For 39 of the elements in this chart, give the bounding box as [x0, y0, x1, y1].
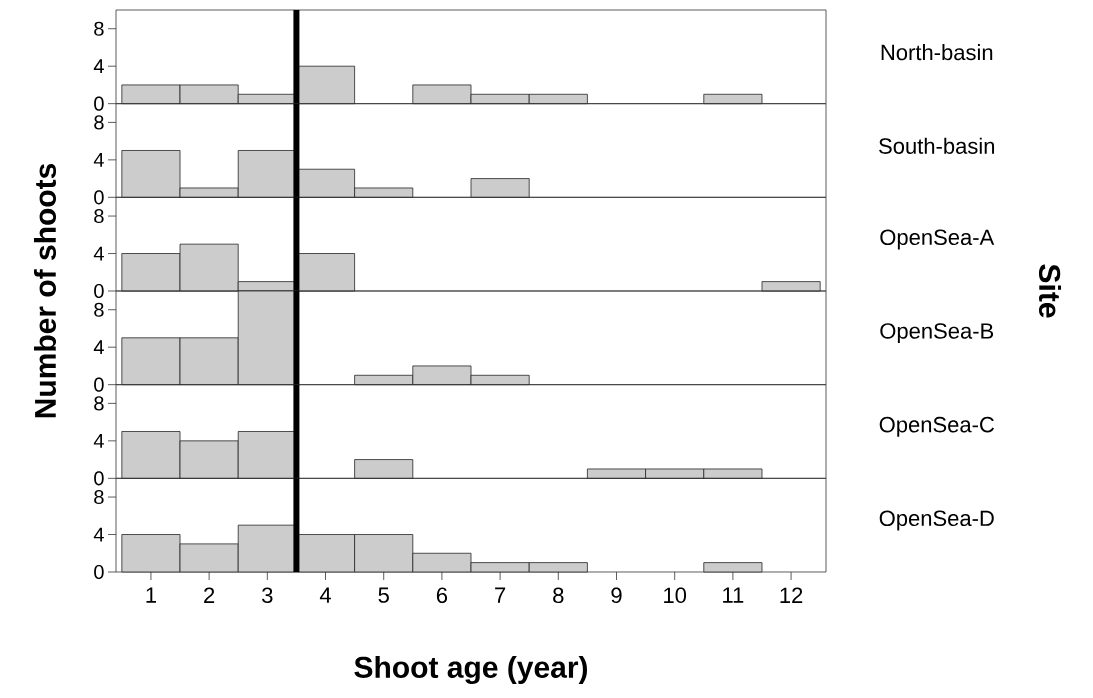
y-tick-label: 8 — [94, 302, 104, 317]
y2-axis-title: South-basin — [879, 137, 995, 154]
y-tick-label: 4 — [93, 59, 104, 74]
y-tick-label: 4 — [93, 340, 104, 355]
x-tick-label: 10 — [664, 587, 687, 604]
x-tick-label: 12 — [780, 587, 803, 603]
x-tick-label: 9 — [611, 587, 622, 604]
y2-axis-title: OpenSea-A — [880, 229, 995, 250]
y-tick-label: 0 — [94, 564, 104, 580]
y-tick-label: 4 — [93, 246, 104, 261]
y-tick-label: 4 — [93, 433, 104, 448]
y2-axis-title: OpenSea-C — [879, 416, 995, 437]
y-tick-label: 8 — [94, 489, 104, 505]
y2-axis-title: OpenSea-B — [880, 323, 994, 344]
x-tick-label: 7 — [495, 587, 506, 603]
y-tick-label: 0 — [94, 96, 104, 111]
y2-axis-title: North-basin — [881, 44, 993, 61]
y-tick-label: 0 — [94, 377, 104, 392]
y-tick-label: 8 — [94, 396, 104, 411]
text: Site — [1038, 264, 1062, 318]
y-tick-label: 4 — [93, 152, 104, 167]
y-tick-label: 8 — [94, 21, 104, 36]
x-tick-label: 6 — [436, 587, 448, 604]
y2-axis-title: OpenSea-D — [879, 510, 994, 531]
y-tick-label: 8 — [94, 115, 104, 130]
y-tick-label: 0 — [94, 283, 104, 299]
x-tick-label: 8 — [553, 587, 564, 604]
x-tick-label: 4 — [319, 587, 331, 603]
y-tick-label: 8 — [94, 208, 104, 224]
y-tick-label: 0 — [94, 471, 104, 486]
y-tick-label: 4 — [93, 527, 104, 542]
x-tick-label: 3 — [262, 587, 273, 604]
x-axis-title: Shoot age (year) — [354, 655, 588, 685]
x-tick-label: 2 — [204, 587, 215, 603]
x-tick-label: 1 — [146, 587, 156, 603]
y-axis-title: Number of shoots — [33, 163, 57, 418]
x-tick-label: 11 — [723, 587, 744, 603]
x-tick-label: 5 — [378, 587, 389, 603]
y-tick-label: 0 — [94, 190, 104, 205]
